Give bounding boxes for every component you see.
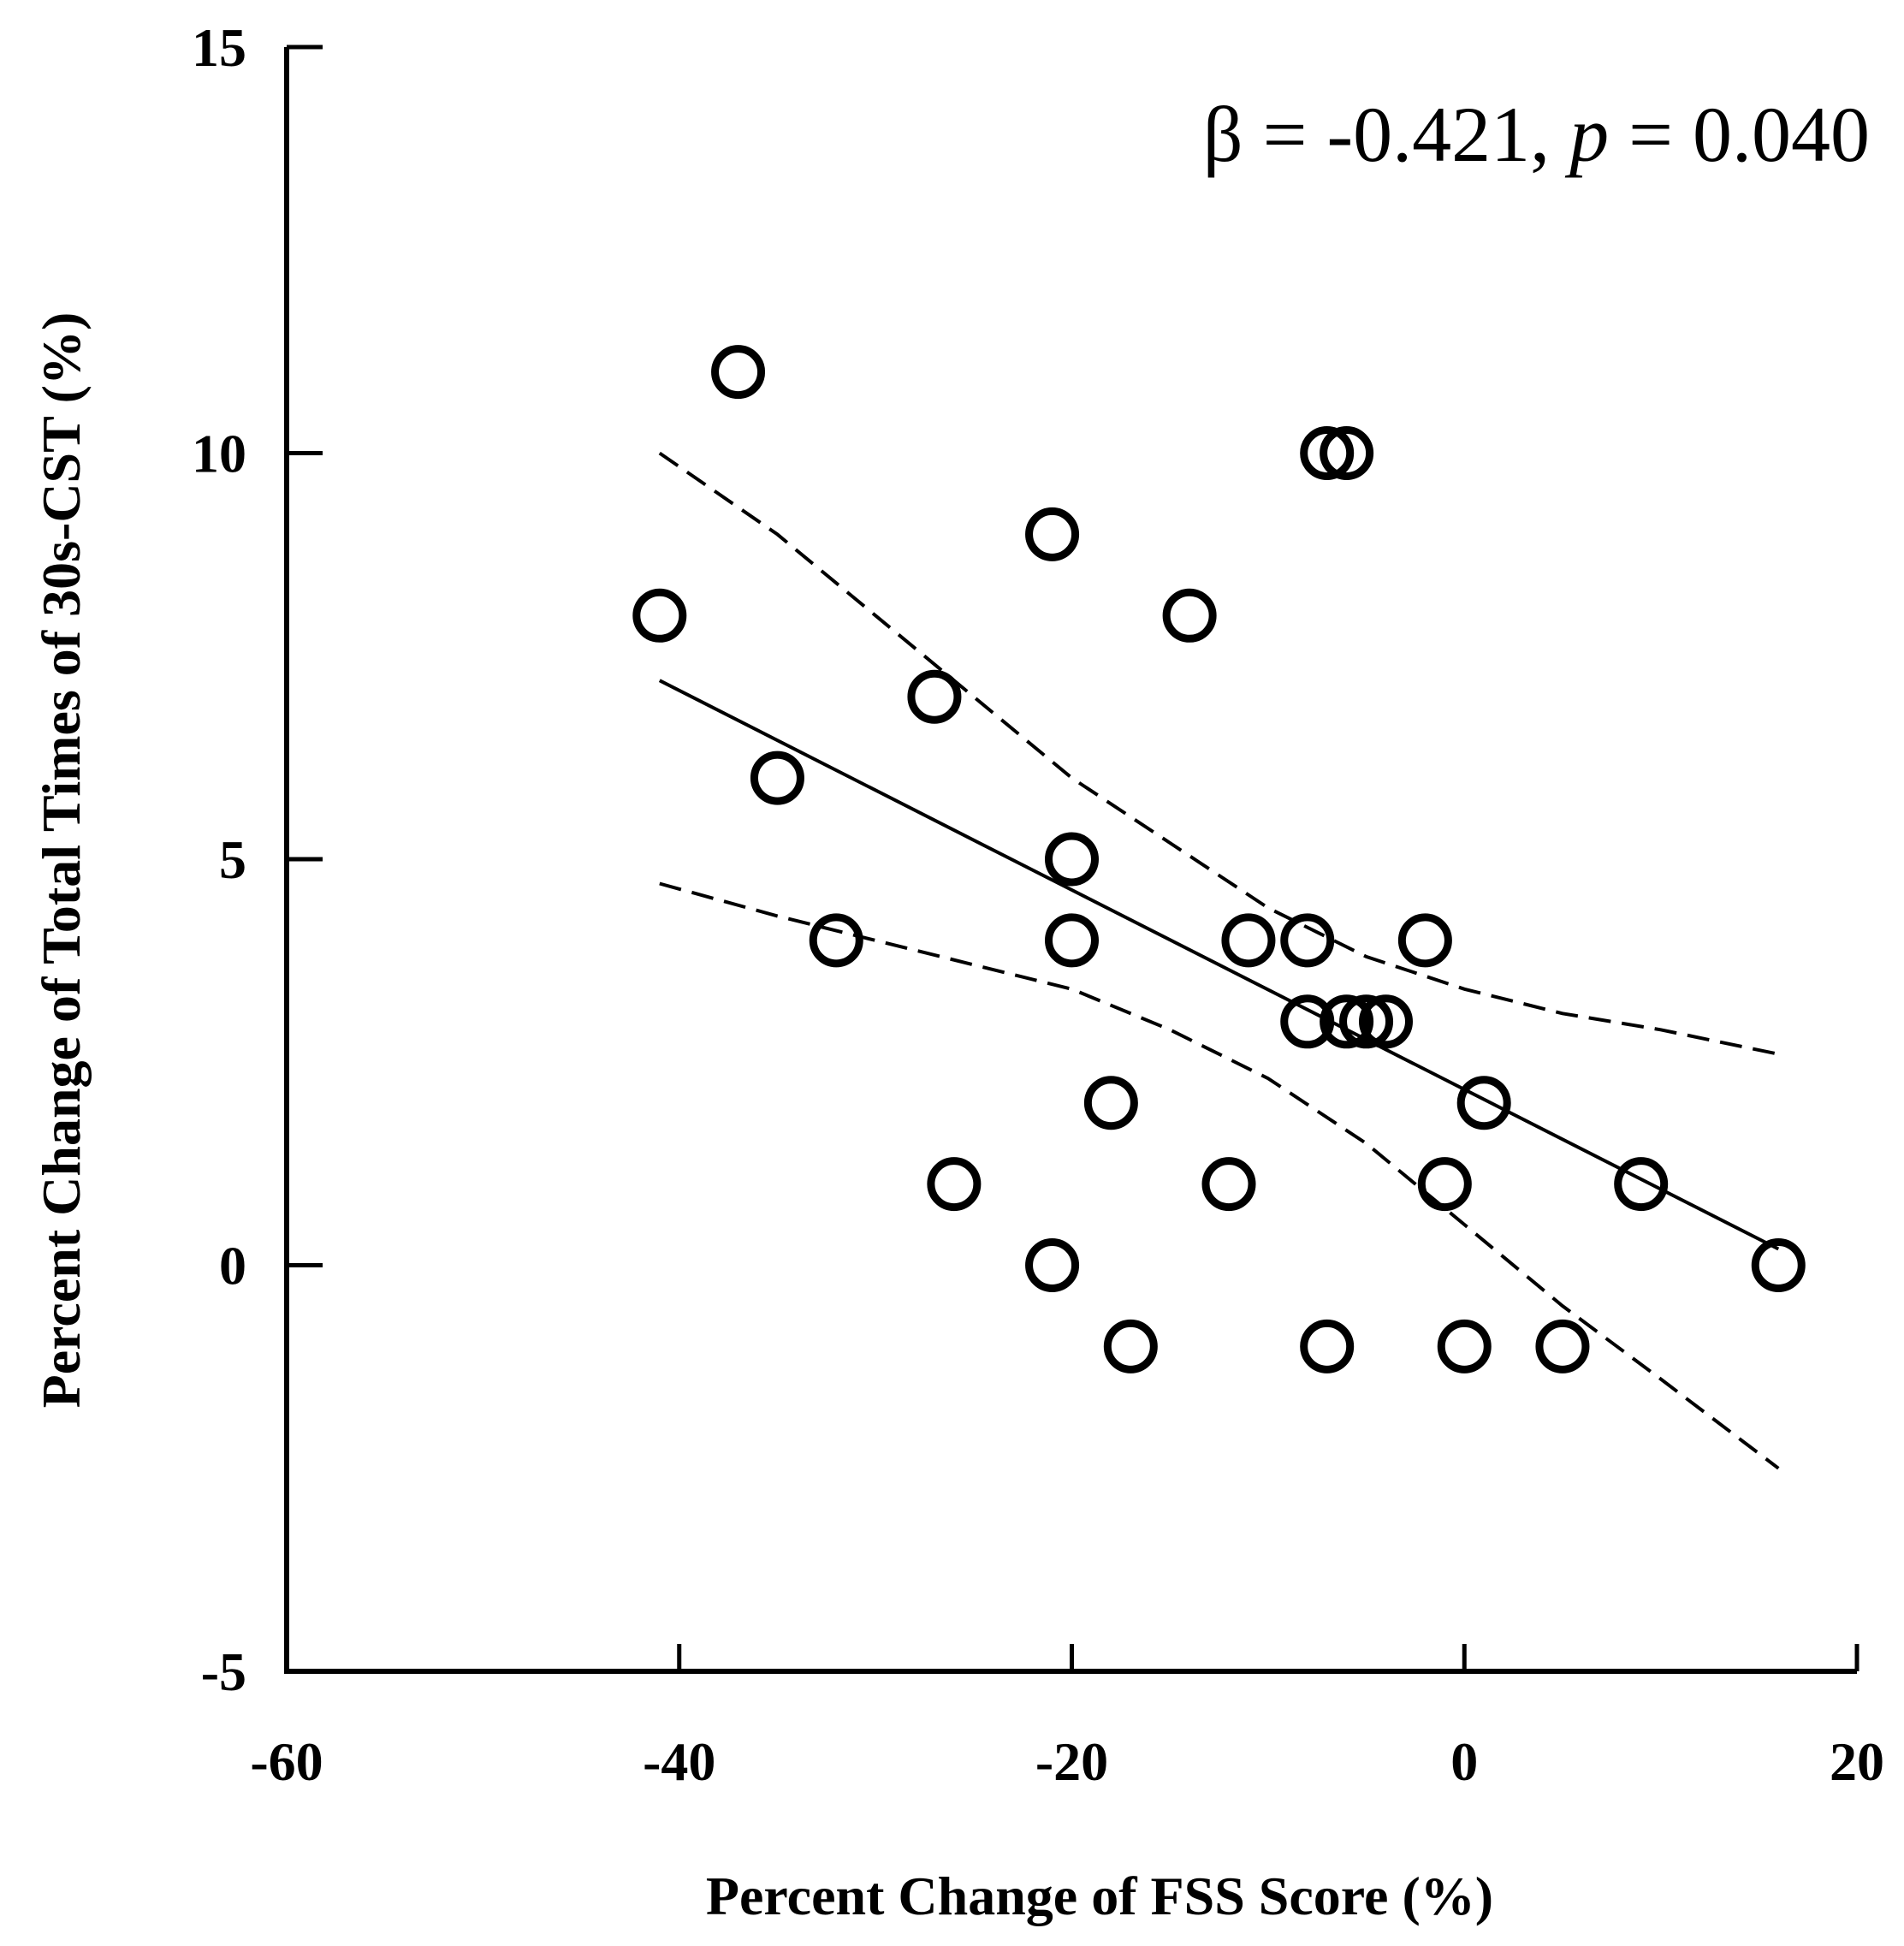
data-point (1280, 913, 1335, 968)
data-point (1339, 994, 1394, 1049)
data-point (1397, 913, 1452, 968)
data-point (1025, 507, 1080, 561)
data-point (809, 913, 863, 968)
data-point (1614, 1157, 1669, 1212)
data-point (1083, 1076, 1138, 1130)
data-point (1280, 994, 1335, 1049)
data-point (1221, 913, 1276, 968)
data-point (1320, 994, 1374, 1049)
y-tick-label: -5 (201, 1641, 246, 1702)
data-point (711, 345, 766, 400)
data-point (1025, 1238, 1080, 1292)
y-tick-label: 10 (192, 424, 246, 484)
data-point (632, 588, 687, 643)
ci-upper-line (658, 451, 1779, 1056)
y-axis-title: Percent Change of Total Times of 30s-CST… (31, 312, 92, 1409)
x-tick-label: -40 (643, 1731, 715, 1792)
data-point (1045, 913, 1099, 968)
ci-lower-line (659, 881, 1780, 1470)
data-point (1103, 1319, 1158, 1373)
data-point (1201, 1157, 1256, 1212)
data-point (1751, 1238, 1806, 1292)
data-point (1535, 1319, 1590, 1373)
data-point (1359, 994, 1413, 1049)
data-point (927, 1157, 982, 1212)
regression-line-group (658, 679, 1780, 1251)
x-axis-title: Percent Change of FSS Score (%) (706, 1866, 1493, 1926)
x-tick-label: -60 (250, 1731, 323, 1792)
data-point (1300, 426, 1355, 480)
data-point (1300, 1319, 1355, 1373)
data-point (1320, 426, 1374, 480)
data-point (1437, 1319, 1492, 1373)
data-points (632, 345, 1806, 1373)
data-point (750, 751, 804, 805)
x-tick-label: 0 (1450, 1731, 1478, 1792)
tick-labels: -60 -40 -20 0 20 -5 0 5 10 15 (192, 17, 1884, 1792)
data-point (1417, 1157, 1472, 1212)
y-tick-label: 15 (192, 17, 246, 78)
data-point (1456, 1076, 1511, 1130)
axes (284, 44, 1860, 1674)
data-point (1162, 588, 1217, 643)
x-tick-label: -20 (1035, 1731, 1108, 1792)
stats-annotation: β = -0.421, p = 0.040 (1203, 91, 1870, 178)
y-tick-label: 0 (219, 1236, 246, 1296)
y-tick-label: 5 (219, 829, 246, 890)
data-point (1045, 832, 1099, 887)
regression-line (658, 679, 1780, 1251)
data-point (907, 669, 962, 724)
x-tick-label: 20 (1830, 1731, 1884, 1792)
